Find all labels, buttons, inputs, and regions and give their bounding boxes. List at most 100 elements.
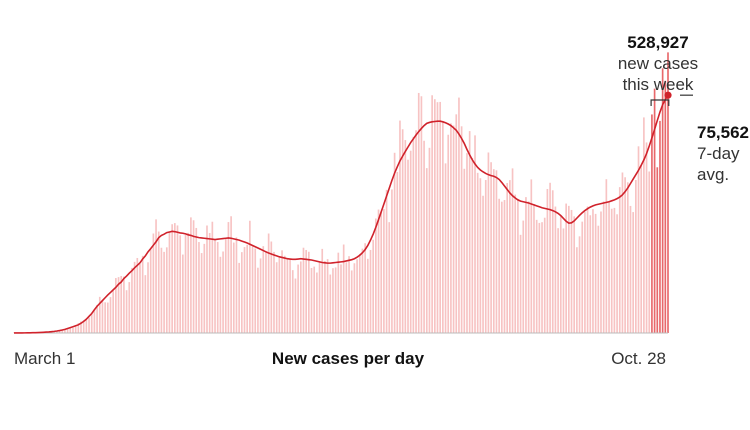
daily-case-bar	[88, 317, 90, 333]
daily-case-bar	[182, 254, 184, 333]
daily-case-bar	[492, 169, 495, 333]
daily-case-bar	[624, 177, 626, 333]
daily-case-bar	[460, 126, 463, 333]
daily-case-bar	[594, 213, 597, 333]
daily-case-bar	[58, 330, 61, 333]
daily-case-bar	[289, 259, 291, 333]
daily-case-bar	[463, 168, 466, 333]
daily-case-bar	[313, 266, 316, 333]
daily-case-bar	[241, 252, 243, 333]
daily-case-bar	[200, 253, 203, 333]
x-tick-label-start: March 1	[14, 349, 75, 368]
daily-case-bar	[249, 220, 251, 333]
daily-case-bar	[380, 211, 383, 333]
x-axis-title: New cases per day	[272, 349, 425, 368]
daily-case-bar	[147, 262, 149, 333]
daily-case-bar	[326, 259, 329, 333]
daily-case-bar	[364, 243, 366, 333]
daily-case-bar	[80, 321, 82, 333]
daily-case-bar	[396, 171, 399, 333]
daily-case-bar	[519, 234, 522, 333]
daily-case-bar	[442, 121, 444, 333]
daily-case-bar	[184, 235, 187, 333]
daily-case-bar	[308, 251, 310, 333]
daily-case-bar	[643, 117, 645, 333]
daily-case-bar	[56, 330, 58, 333]
daily-case-bar	[428, 147, 431, 333]
daily-case-bar	[543, 217, 546, 333]
daily-case-bar	[246, 244, 249, 333]
daily-case-bar	[141, 255, 144, 333]
daily-case-bar	[254, 248, 257, 333]
daily-case-bar	[273, 251, 275, 333]
daily-case-bar	[115, 278, 117, 333]
daily-case-bar	[104, 302, 106, 333]
daily-case-bar	[613, 207, 616, 333]
daily-case-bar	[53, 331, 56, 333]
daily-case-bar	[291, 270, 294, 333]
daily-case-bar	[527, 201, 530, 333]
daily-case-bar	[238, 262, 240, 333]
daily-case-bar	[235, 237, 238, 333]
daily-case-bar	[243, 247, 246, 333]
daily-case-bar	[565, 203, 567, 333]
daily-case-bar	[420, 96, 423, 333]
daily-case-bar	[195, 227, 198, 333]
daily-case-bar	[592, 209, 594, 333]
daily-case-bar	[629, 205, 632, 333]
daily-case-bar	[214, 239, 216, 333]
daily-case-bar	[546, 188, 549, 333]
daily-case-bar	[192, 220, 195, 333]
daily-case-bar	[409, 150, 412, 333]
daily-case-bar	[305, 249, 307, 333]
daily-case-bar	[391, 189, 393, 333]
daily-case-bar	[533, 204, 535, 333]
daily-case-bar	[458, 97, 460, 333]
daily-case-bar	[165, 247, 168, 333]
daily-case-bar	[509, 180, 511, 333]
daily-case-bar	[667, 52, 669, 334]
daily-case-bar	[342, 244, 345, 333]
daily-case-bar	[117, 277, 120, 333]
daily-case-bar	[506, 182, 509, 333]
daily-case-bar	[206, 225, 208, 333]
daily-case-bar	[297, 264, 299, 333]
daily-case-bar	[436, 102, 439, 334]
daily-case-bar	[353, 263, 356, 333]
daily-case-bar	[393, 152, 396, 333]
daily-case-bar	[133, 261, 136, 333]
daily-case-bar	[600, 211, 602, 333]
daily-case-bar	[383, 209, 385, 333]
daily-case-bar	[584, 212, 586, 333]
daily-case-bar	[433, 99, 436, 334]
daily-case-bar	[479, 178, 482, 333]
daily-case-bar	[487, 152, 490, 333]
daily-case-bar	[318, 261, 321, 333]
daily-case-bar	[270, 241, 273, 333]
daily-case-bar	[66, 328, 69, 333]
daily-case-bar	[651, 114, 653, 333]
daily-case-bar	[568, 205, 570, 333]
daily-case-bar	[219, 256, 222, 333]
daily-case-bar	[334, 267, 337, 333]
daily-case-bar	[661, 68, 664, 333]
daily-case-bar	[281, 250, 283, 333]
daily-case-bar	[157, 231, 160, 333]
daily-case-bar	[401, 129, 404, 333]
daily-case-bar	[329, 274, 332, 333]
daily-case-bar	[439, 101, 441, 334]
daily-case-bar	[621, 172, 624, 333]
daily-case-bar	[468, 131, 471, 333]
daily-case-bar	[198, 242, 200, 333]
daily-case-bar	[474, 135, 476, 333]
daily-case-bar	[361, 248, 364, 333]
daily-case-bar	[294, 278, 297, 333]
daily-case-bar	[171, 224, 173, 333]
daily-case-bar	[222, 251, 224, 333]
daily-case-bar	[495, 170, 498, 333]
daily-case-bar	[136, 257, 139, 333]
daily-case-bar	[302, 247, 305, 333]
daily-case-bar	[423, 140, 425, 333]
daily-case-bar	[514, 194, 517, 333]
daily-case-bar	[500, 201, 503, 333]
